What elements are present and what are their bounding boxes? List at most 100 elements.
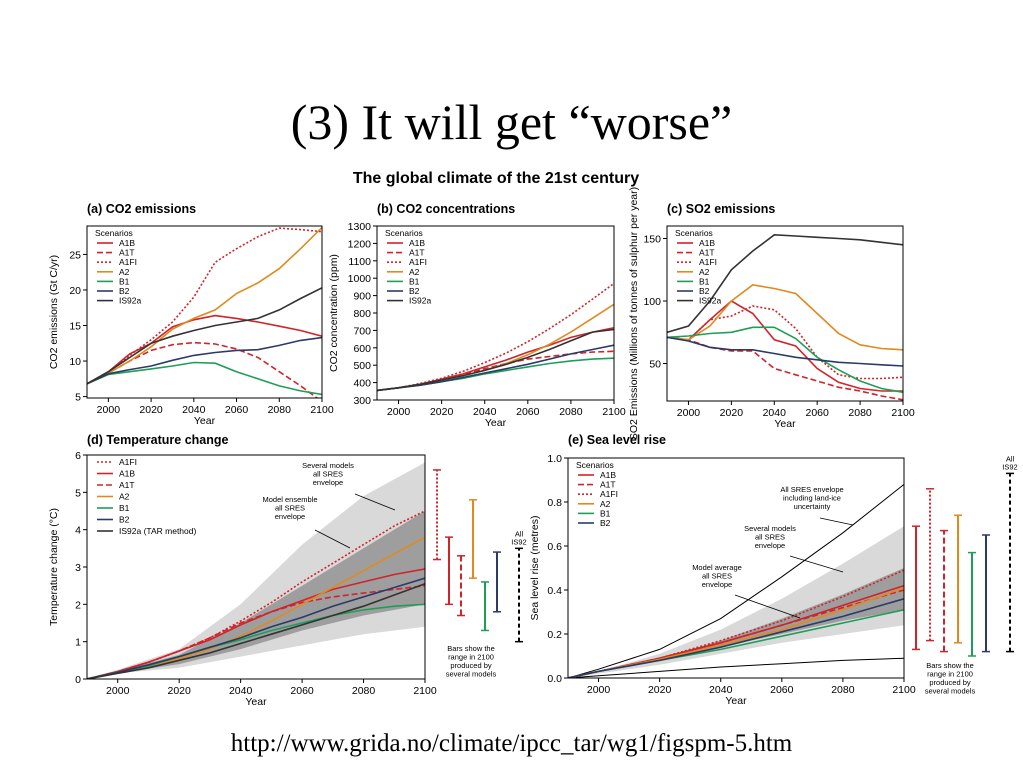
legend-label: A2 xyxy=(699,267,710,277)
annotation-line: all SRES xyxy=(313,470,343,479)
series-line-is92a xyxy=(87,583,425,679)
y-tick-label: 15 xyxy=(69,321,81,333)
legend-label: B2 xyxy=(409,286,420,296)
legend-label: B1 xyxy=(699,276,710,286)
y-axis-label: CO2 concentration (ppm) xyxy=(328,254,340,372)
bar-note-line: several models xyxy=(925,687,976,696)
plot-frame xyxy=(86,225,323,399)
x-tick-label: 2100 xyxy=(891,407,915,419)
x-tick-label: 2100 xyxy=(892,684,916,696)
panel-title: (c) SO2 emissions xyxy=(667,202,775,216)
x-tick-label: 2000 xyxy=(587,684,611,696)
legend-label: A2 xyxy=(119,267,130,277)
x-tick-label: 2100 xyxy=(310,404,334,416)
y-tick-label: 1000 xyxy=(348,273,372,285)
annotation-line: all SRES xyxy=(755,533,785,542)
plot-frame xyxy=(567,457,905,679)
series-line-a1t xyxy=(87,341,319,398)
y-axis-label: SO2 Emissions (Millions of tonnes of sul… xyxy=(628,187,640,440)
annotation-line: envelope xyxy=(313,478,343,487)
range-bar-label: IS92 xyxy=(511,537,526,546)
annotation-line: envelope xyxy=(275,512,305,521)
legend-label: IS92a xyxy=(699,296,721,306)
x-tick-label: 2100 xyxy=(413,685,437,697)
chart-panel-c: (c) SO2 emissions 2000 2020 2040 2060 2080 210… xyxy=(628,187,915,440)
legend-label: A1T xyxy=(600,480,616,490)
y-tick-label: 2 xyxy=(75,599,81,611)
bar-note-line: produced by xyxy=(929,678,971,687)
legend-label: IS92a xyxy=(409,296,431,306)
x-tick-label: 2080 xyxy=(848,407,872,419)
series-line-a1t xyxy=(87,584,425,679)
x-tick-label: 2020 xyxy=(168,685,192,697)
series-line-a2 xyxy=(377,303,614,392)
legend-label: A1B xyxy=(409,238,425,248)
chart-panel-e: (e) Sea level rise 2000 2020 2040 2060 2080 21… xyxy=(529,433,1018,707)
legend-label: A1T xyxy=(699,248,715,258)
plot-area xyxy=(87,226,322,398)
legend-label: B2 xyxy=(119,286,130,296)
legend-label: A1FI xyxy=(699,257,717,267)
y-tick-label: 5 xyxy=(75,392,81,404)
boundary-line-lower xyxy=(568,657,904,678)
y-tick-label: 5 xyxy=(75,487,81,499)
x-tick-label: 2000 xyxy=(387,406,411,418)
x-tick-label: 2020 xyxy=(648,684,672,696)
annotation-leader xyxy=(789,555,844,573)
series-line-b2 xyxy=(568,598,904,678)
series-line-is92a xyxy=(667,233,903,334)
x-tick-label: 2080 xyxy=(559,406,583,418)
y-tick-label: 0.2 xyxy=(547,629,562,641)
series-line-b1 xyxy=(87,361,322,396)
x-tick-label: 2040 xyxy=(473,406,497,418)
y-tick-label: 0.8 xyxy=(547,497,562,509)
series-line-a2 xyxy=(87,226,322,385)
legend-label: A1T xyxy=(119,480,135,490)
annotation-line: uncertainty xyxy=(794,502,831,511)
annotation-line: All SRES envelope xyxy=(780,485,843,494)
y-tick-label: 1100 xyxy=(348,256,371,268)
y-tick-label: 150 xyxy=(643,234,661,246)
series-line-b2 xyxy=(87,336,322,385)
boundary-line-upper xyxy=(568,484,904,678)
series-line-b2 xyxy=(87,577,425,679)
bar-note-line: produced by xyxy=(450,661,492,670)
x-tick-label: 2040 xyxy=(229,685,253,697)
x-tick-label: 2080 xyxy=(352,685,376,697)
legend-label: A1FI xyxy=(119,257,137,267)
legend-label: A1FI xyxy=(600,489,618,499)
legend-label: A2 xyxy=(409,267,420,277)
envelope-1 xyxy=(87,511,425,679)
y-tick-label: 0.6 xyxy=(547,541,562,553)
bar-note-line: Bars show the xyxy=(447,644,495,653)
y-tick-label: 1200 xyxy=(348,238,372,250)
x-axis-label: Year xyxy=(485,417,507,429)
plot-area xyxy=(377,282,614,392)
legend-label: B2 xyxy=(699,286,710,296)
y-tick-label: 10 xyxy=(69,356,81,368)
envelope-0 xyxy=(87,462,425,679)
legend-label: B2 xyxy=(600,518,611,528)
y-tick-label: 0.0 xyxy=(547,673,562,685)
range-bar-label: IS92 xyxy=(1002,462,1017,471)
y-tick-label: 700 xyxy=(353,325,371,337)
x-tick-label: 2040 xyxy=(709,684,733,696)
x-tick-label: 2060 xyxy=(806,407,830,419)
x-tick-label: 2080 xyxy=(268,404,292,416)
y-axis-label: CO2 emissions (Gt C/yr) xyxy=(48,255,60,369)
x-tick-label: 2060 xyxy=(516,406,540,418)
legend-title: Scenarios xyxy=(95,228,133,238)
y-tick-label: 0 xyxy=(75,674,81,686)
series-line-a1fi xyxy=(568,569,904,678)
bar-note-line: range in 2100 xyxy=(448,653,494,662)
plot-area xyxy=(568,484,904,678)
source-url[interactable]: http://www.grida.no/climate/ipcc_tar/wg1… xyxy=(230,730,793,757)
y-tick-label: 20 xyxy=(69,285,81,297)
y-tick-label: 1.0 xyxy=(547,453,562,465)
y-tick-label: 1300 xyxy=(348,221,372,233)
bar-note-line: Bars show the xyxy=(926,661,974,670)
y-tick-label: 6 xyxy=(75,450,81,462)
